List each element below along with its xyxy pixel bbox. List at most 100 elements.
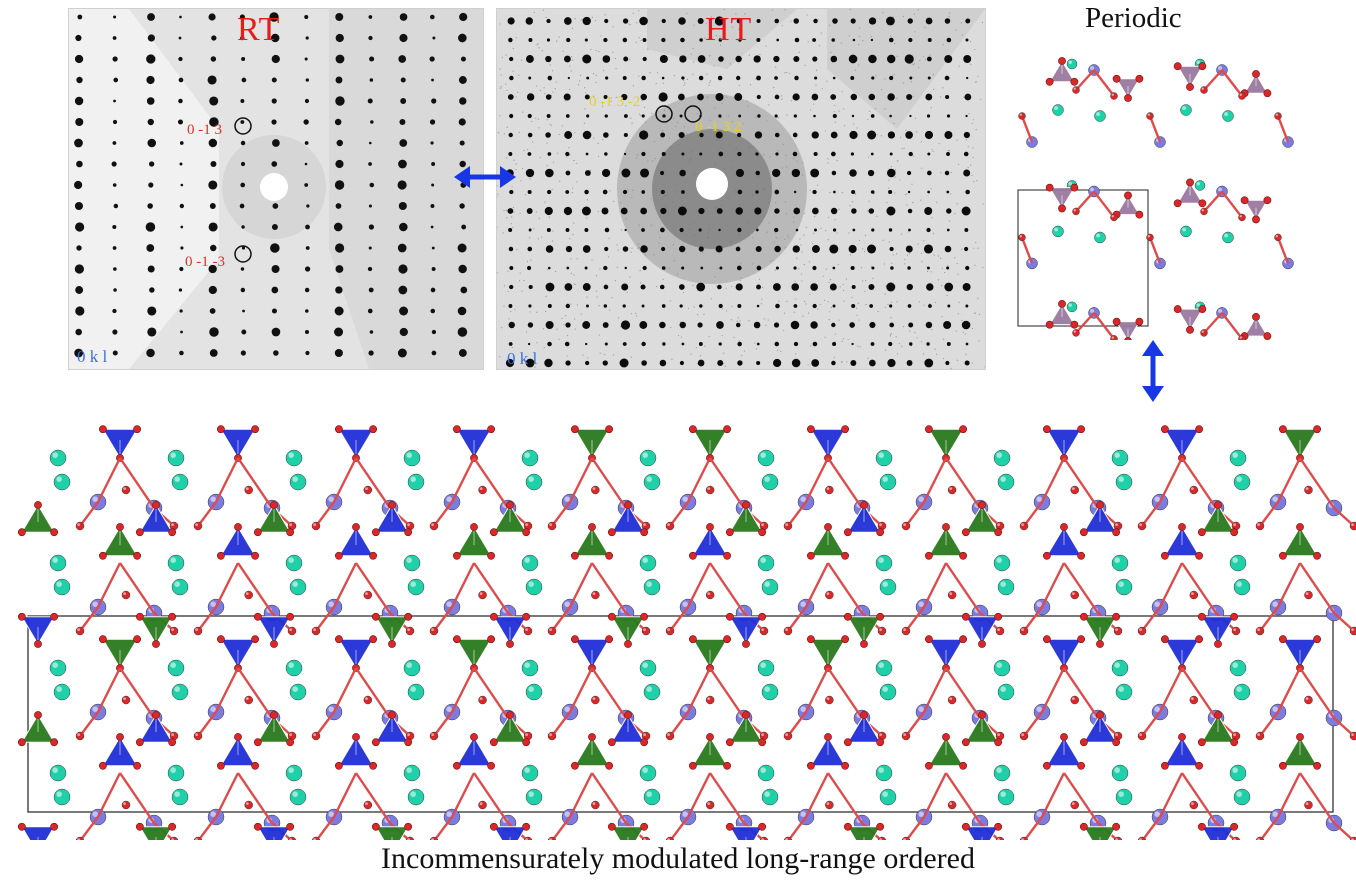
- ht-reflection-spot: [661, 76, 665, 80]
- cation-atom-highlight: [760, 452, 766, 458]
- rt-reflection-spot: [210, 56, 217, 62]
- ht-speckle: [670, 326, 672, 329]
- ht-speckle: [856, 314, 858, 316]
- cation-atom-highlight: [1224, 112, 1228, 116]
- oxygen-atom: [1230, 612, 1239, 621]
- ht-reflection-spot: [850, 152, 855, 156]
- ht-speckle: [733, 336, 735, 339]
- ht-reflection-spot: [546, 189, 552, 195]
- ht-reflection-spot: [831, 38, 835, 42]
- ht-reflection-spot: [793, 341, 799, 347]
- ht-speckle: [738, 28, 740, 30]
- rt-reflection-spot: [431, 162, 436, 166]
- ht-reflection-spot: [889, 152, 893, 156]
- ht-speckle: [593, 95, 595, 97]
- ht-reflection-spot: [714, 16, 724, 26]
- cation-atom: [997, 788, 1015, 806]
- oxygen-atom: [135, 738, 144, 747]
- rt-reflection-spot: [429, 119, 436, 125]
- cation-atom: [1233, 788, 1251, 806]
- ht-speckle: [499, 115, 501, 117]
- bond: [315, 816, 335, 840]
- framework-tetrahedron: [610, 826, 646, 840]
- ht-reflection-spot: [756, 18, 761, 24]
- silicon-atom-highlight: [446, 496, 453, 502]
- ht-speckle: [822, 275, 825, 277]
- ht-speckle: [888, 187, 890, 189]
- oxygen-atom-highlight: [1191, 592, 1194, 595]
- oxygen-atom-highlight: [431, 628, 434, 631]
- ht-reflection-spot: [738, 38, 742, 42]
- ht-reflection-spot: [889, 114, 892, 118]
- ht-speckle: [842, 289, 845, 292]
- ht-reflection-spot: [849, 322, 855, 328]
- ht-reflection-spot: [888, 228, 893, 232]
- rt-reflection-spot: [74, 201, 83, 211]
- ht-speckle: [519, 212, 521, 214]
- rt-reflection-spot: [431, 267, 436, 271]
- bond: [804, 457, 830, 503]
- rt-reflection-spot: [397, 243, 407, 253]
- ht-reflection-spot: [734, 93, 743, 101]
- silicon-atom-highlight: [210, 601, 216, 607]
- ht-speckle: [620, 325, 622, 327]
- ht-speckle: [602, 69, 605, 72]
- oxygen-atom: [665, 626, 675, 636]
- ht-reflection-spot: [528, 38, 533, 42]
- oxygen-atom: [452, 551, 461, 560]
- ht-speckle: [761, 298, 763, 300]
- ht-speckle: [601, 103, 604, 105]
- bond: [197, 816, 217, 840]
- ht-speckle: [630, 313, 633, 315]
- ht-speckle: [851, 201, 854, 203]
- ht-speckle: [743, 350, 746, 352]
- ht-reflection-spot: [661, 266, 666, 270]
- oxygen-atom: [607, 822, 616, 831]
- cation-atom-highlight: [642, 662, 648, 668]
- rt-reflection-spot: [112, 141, 117, 145]
- ht-reflection-spot: [964, 360, 970, 366]
- rt-reflection-spot: [113, 288, 117, 292]
- ht-reflection-spot: [888, 37, 894, 43]
- ht-speckle: [730, 319, 733, 321]
- bond: [197, 501, 217, 527]
- ht-speckle: [912, 76, 914, 78]
- ht-speckle: [829, 192, 831, 194]
- ht-reflection-spot: [774, 245, 781, 253]
- bond: [315, 606, 335, 632]
- ht-speckle: [500, 327, 503, 329]
- ht-reflection-spot: [756, 37, 761, 43]
- ht-speckle: [853, 123, 855, 125]
- ht-speckle: [543, 346, 545, 349]
- ht-reflection-spot: [565, 114, 570, 118]
- cation-atom-highlight: [56, 686, 62, 692]
- bond: [119, 562, 155, 614]
- bond: [1148, 237, 1162, 264]
- cation-atom: [997, 683, 1015, 701]
- ht-speckle: [848, 232, 850, 234]
- bond: [827, 562, 863, 614]
- ht-reflection-spot: [662, 114, 666, 118]
- ht-speckle: [906, 193, 908, 195]
- ht-reflection-spot: [718, 56, 724, 62]
- ht-reflection-spot: [964, 93, 972, 101]
- ht-reflection-spot: [566, 37, 571, 43]
- ht-speckle: [761, 286, 764, 289]
- rt-reflection-spot: [112, 56, 118, 62]
- oxygen-atom: [1161, 425, 1169, 434]
- ht-speckle: [741, 354, 743, 357]
- oxygen-atom: [942, 523, 950, 531]
- rt-reflection-spot: [335, 13, 344, 21]
- bond: [827, 772, 863, 824]
- bond: [1276, 667, 1302, 713]
- oxygen-atom: [1198, 199, 1207, 208]
- rt-reflection-spot: [369, 78, 374, 82]
- ht-speckle: [934, 348, 936, 350]
- oxygen-atom-highlight: [949, 802, 953, 805]
- ht-speckle: [790, 20, 792, 22]
- ht-speckle: [965, 353, 967, 355]
- ht-speckle: [609, 309, 611, 311]
- bond: [119, 772, 155, 824]
- ht-speckle: [577, 84, 580, 86]
- oxygen-atom-highlight: [826, 802, 830, 805]
